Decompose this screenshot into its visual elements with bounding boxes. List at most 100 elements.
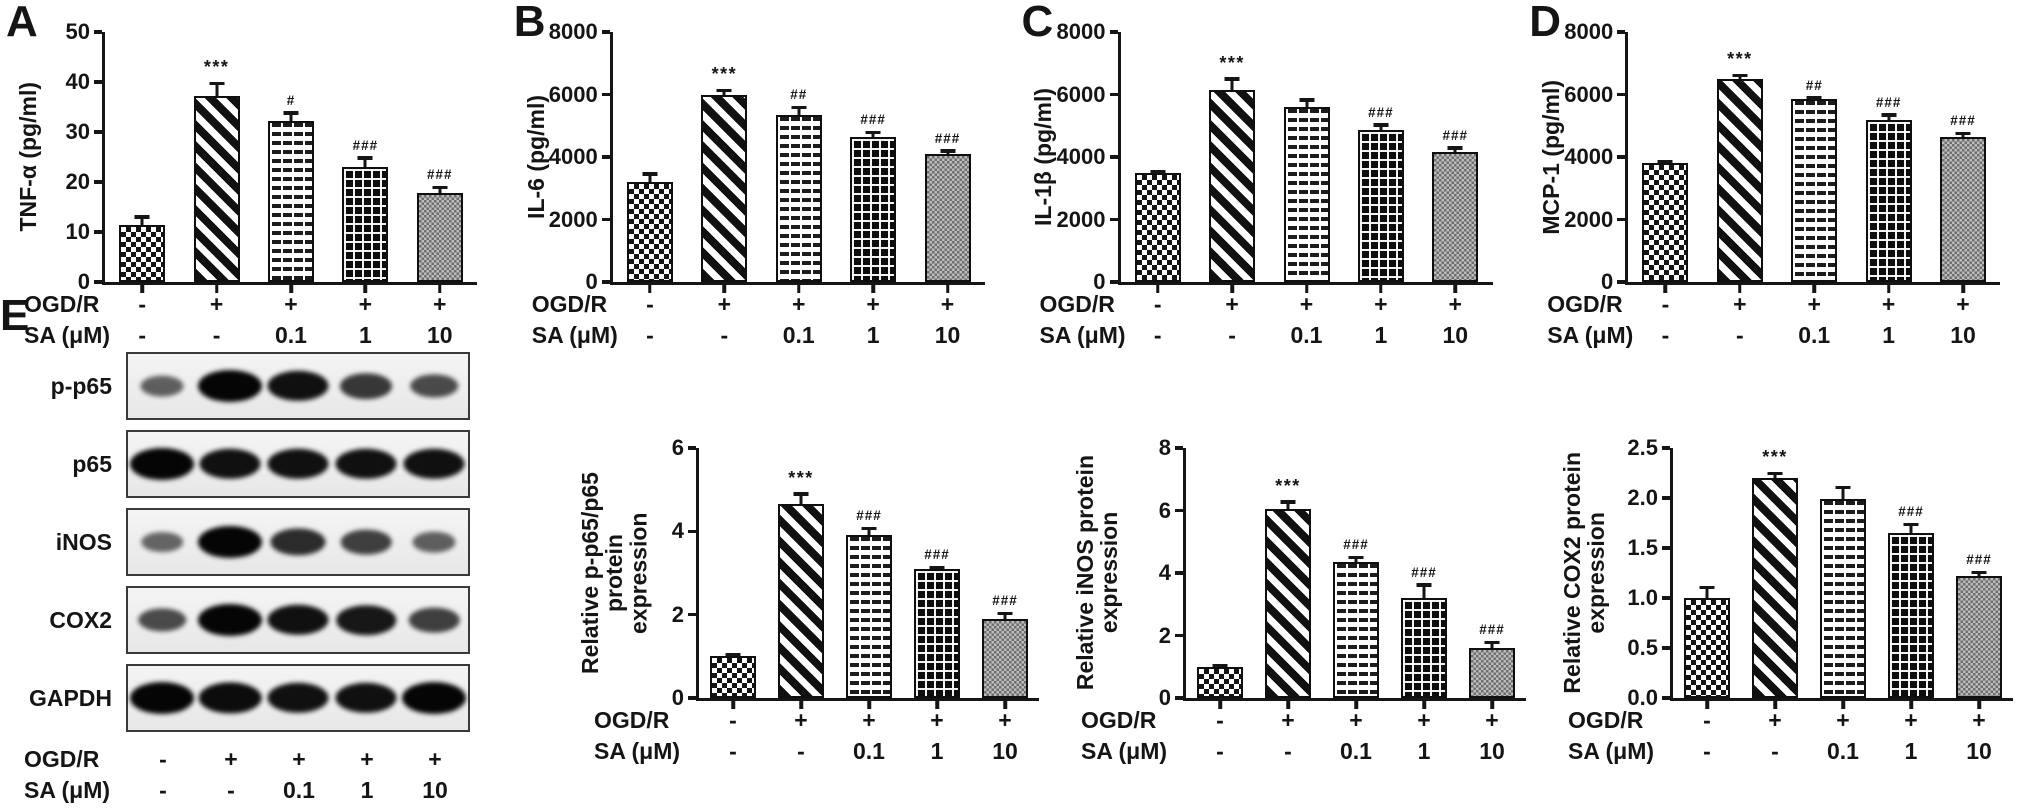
treatment-value: 0.1 <box>274 322 307 348</box>
blot-band <box>340 529 392 555</box>
treatment-row-label: SA (μM) <box>24 777 111 803</box>
error-bar <box>1305 98 1308 113</box>
significance-label: ### <box>1479 622 1505 638</box>
treatment-row: OGD/R - + + + + <box>578 705 1057 736</box>
tick-mark-icon <box>94 80 102 84</box>
tick-mark-icon <box>688 529 696 534</box>
treatment-value: + <box>1448 291 1462 317</box>
significance-label: *** <box>203 57 230 77</box>
treatment-value: 10 <box>426 322 453 348</box>
x-tick <box>1663 285 1668 293</box>
y-axis: 0 10 20 30 40 50 <box>48 19 102 294</box>
y-tick-label: 0.0 <box>1627 685 1658 710</box>
y-tick-label: 8000 <box>1564 19 1614 44</box>
y-tick-label: 8000 <box>548 19 598 44</box>
error-bar-cap <box>793 492 809 496</box>
chart-panel-d-3: D MCP-1 (pg/ml) 0 2000 4000 6000 8000 *** ## ### #… <box>1523 0 2031 352</box>
blot-band <box>138 608 186 632</box>
chart: IL-1β (pg/ml) 0 2000 4000 6000 8000 *** ### ### <box>1024 19 1524 294</box>
x-tick <box>1886 285 1891 293</box>
x-tick <box>1354 701 1358 709</box>
y-tick: 8000 <box>1564 19 1626 45</box>
treatment-row-label: SA (μM) <box>1039 322 1126 348</box>
treatment-row: SA (μM) - - 0.1 1 10 <box>1531 320 2031 351</box>
blot-strip <box>126 508 470 576</box>
y-tick: 2.5 <box>1627 435 1670 461</box>
blot-band <box>402 682 466 714</box>
blot-strip <box>126 586 470 654</box>
tick-mark-icon <box>1617 217 1626 222</box>
treatment-value: 0.1 <box>283 777 315 803</box>
treatment-value: 0.1 <box>1827 738 1859 764</box>
y-tick-label: 2.5 <box>1627 435 1658 460</box>
tick-mark-icon <box>1175 571 1183 575</box>
tick-mark-icon <box>1662 696 1670 700</box>
error-bar <box>289 111 293 127</box>
treatment-value: + <box>284 291 298 317</box>
error-bar-cap <box>1484 640 1500 645</box>
error-bar-cap <box>1699 585 1715 589</box>
x-tick <box>214 285 219 293</box>
blot-row-label: p-p65 <box>50 372 112 399</box>
treatment-value: - <box>212 322 221 348</box>
error-bar <box>140 215 144 231</box>
significance-label: ### <box>1343 537 1369 553</box>
plot-area: *** ### ### ### <box>1183 448 1526 709</box>
bar <box>1197 666 1243 698</box>
bar <box>119 224 166 282</box>
significance-label: ### <box>860 112 886 128</box>
x-tick <box>1422 701 1426 709</box>
chart: Relative p-p65/p65 protein expression 0 2 4… <box>577 435 1057 710</box>
x-tick <box>1773 701 1777 709</box>
treatment-value: 10 <box>1479 738 1505 764</box>
treatment-row: SA (μM) - - 0.1 1 10 <box>1024 320 1524 351</box>
treatment-value: 1 <box>358 322 372 348</box>
x-tick <box>945 285 950 293</box>
error-bar-cap <box>209 81 225 85</box>
bar <box>1265 508 1311 698</box>
error-bar-cap <box>929 565 945 570</box>
significance-label: ### <box>427 167 453 182</box>
y-tick-label: 4 <box>671 518 684 544</box>
treatment-value: + <box>433 291 447 317</box>
y-tick: 4000 <box>1057 144 1118 170</box>
significance-label: *** <box>1275 475 1301 496</box>
treatment-row: OGD/R - + + + + <box>8 744 570 775</box>
bar <box>775 114 822 282</box>
treatment-value: + <box>998 707 1012 733</box>
treatment-table: OGD/R - + + + + SA (μM) - - 0.1 1 10 <box>516 289 1016 351</box>
error-bar-cap <box>1348 555 1364 560</box>
x-tick <box>1812 285 1816 293</box>
chart-panel-a-0: A TNF-α (pg/ml) 0 10 20 30 40 50 *** # ### ### OGD/R… <box>0 0 508 352</box>
treatment-value: 0.1 <box>1290 322 1323 348</box>
blot-band <box>336 605 396 635</box>
treatment-value: 0.1 <box>1798 322 1831 348</box>
y-tick-label: 4000 <box>1564 144 1614 169</box>
y-tick-label: 8000 <box>1056 19 1106 44</box>
y-tick-label: 6000 <box>548 81 598 107</box>
blot-row: iNOS <box>8 508 570 576</box>
treatment-table: OGD/R - + + + + SA (μM) - - 0.1 1 10 <box>8 289 508 351</box>
blot-row-label: iNOS <box>55 528 112 555</box>
x-tick <box>871 285 875 293</box>
treatment-value: + <box>1807 291 1821 317</box>
treatment-value: - <box>1661 291 1670 317</box>
bar <box>1432 152 1479 282</box>
bar <box>1940 136 1987 282</box>
treatment-value: + <box>717 291 732 317</box>
bar <box>1716 78 1763 282</box>
y-tick-label: 30 <box>65 119 90 144</box>
blot-band <box>198 526 262 558</box>
error-bar <box>1705 586 1709 604</box>
tick-mark-icon <box>1662 596 1670 600</box>
error-bar <box>215 82 219 102</box>
error-bar <box>1841 486 1845 505</box>
error-bar-cap <box>1447 146 1463 150</box>
y-tick: 0 <box>1601 269 1626 295</box>
y-tick: 0 <box>1093 269 1118 295</box>
x-tick <box>1977 701 1981 709</box>
treatment-table: OGD/R - + + + + SA (μM) - - 0.1 1 10 <box>578 705 1057 767</box>
treatment-row-label: OGD/R <box>24 291 100 317</box>
x-tick <box>140 285 144 293</box>
tick-mark-icon <box>1175 508 1183 513</box>
